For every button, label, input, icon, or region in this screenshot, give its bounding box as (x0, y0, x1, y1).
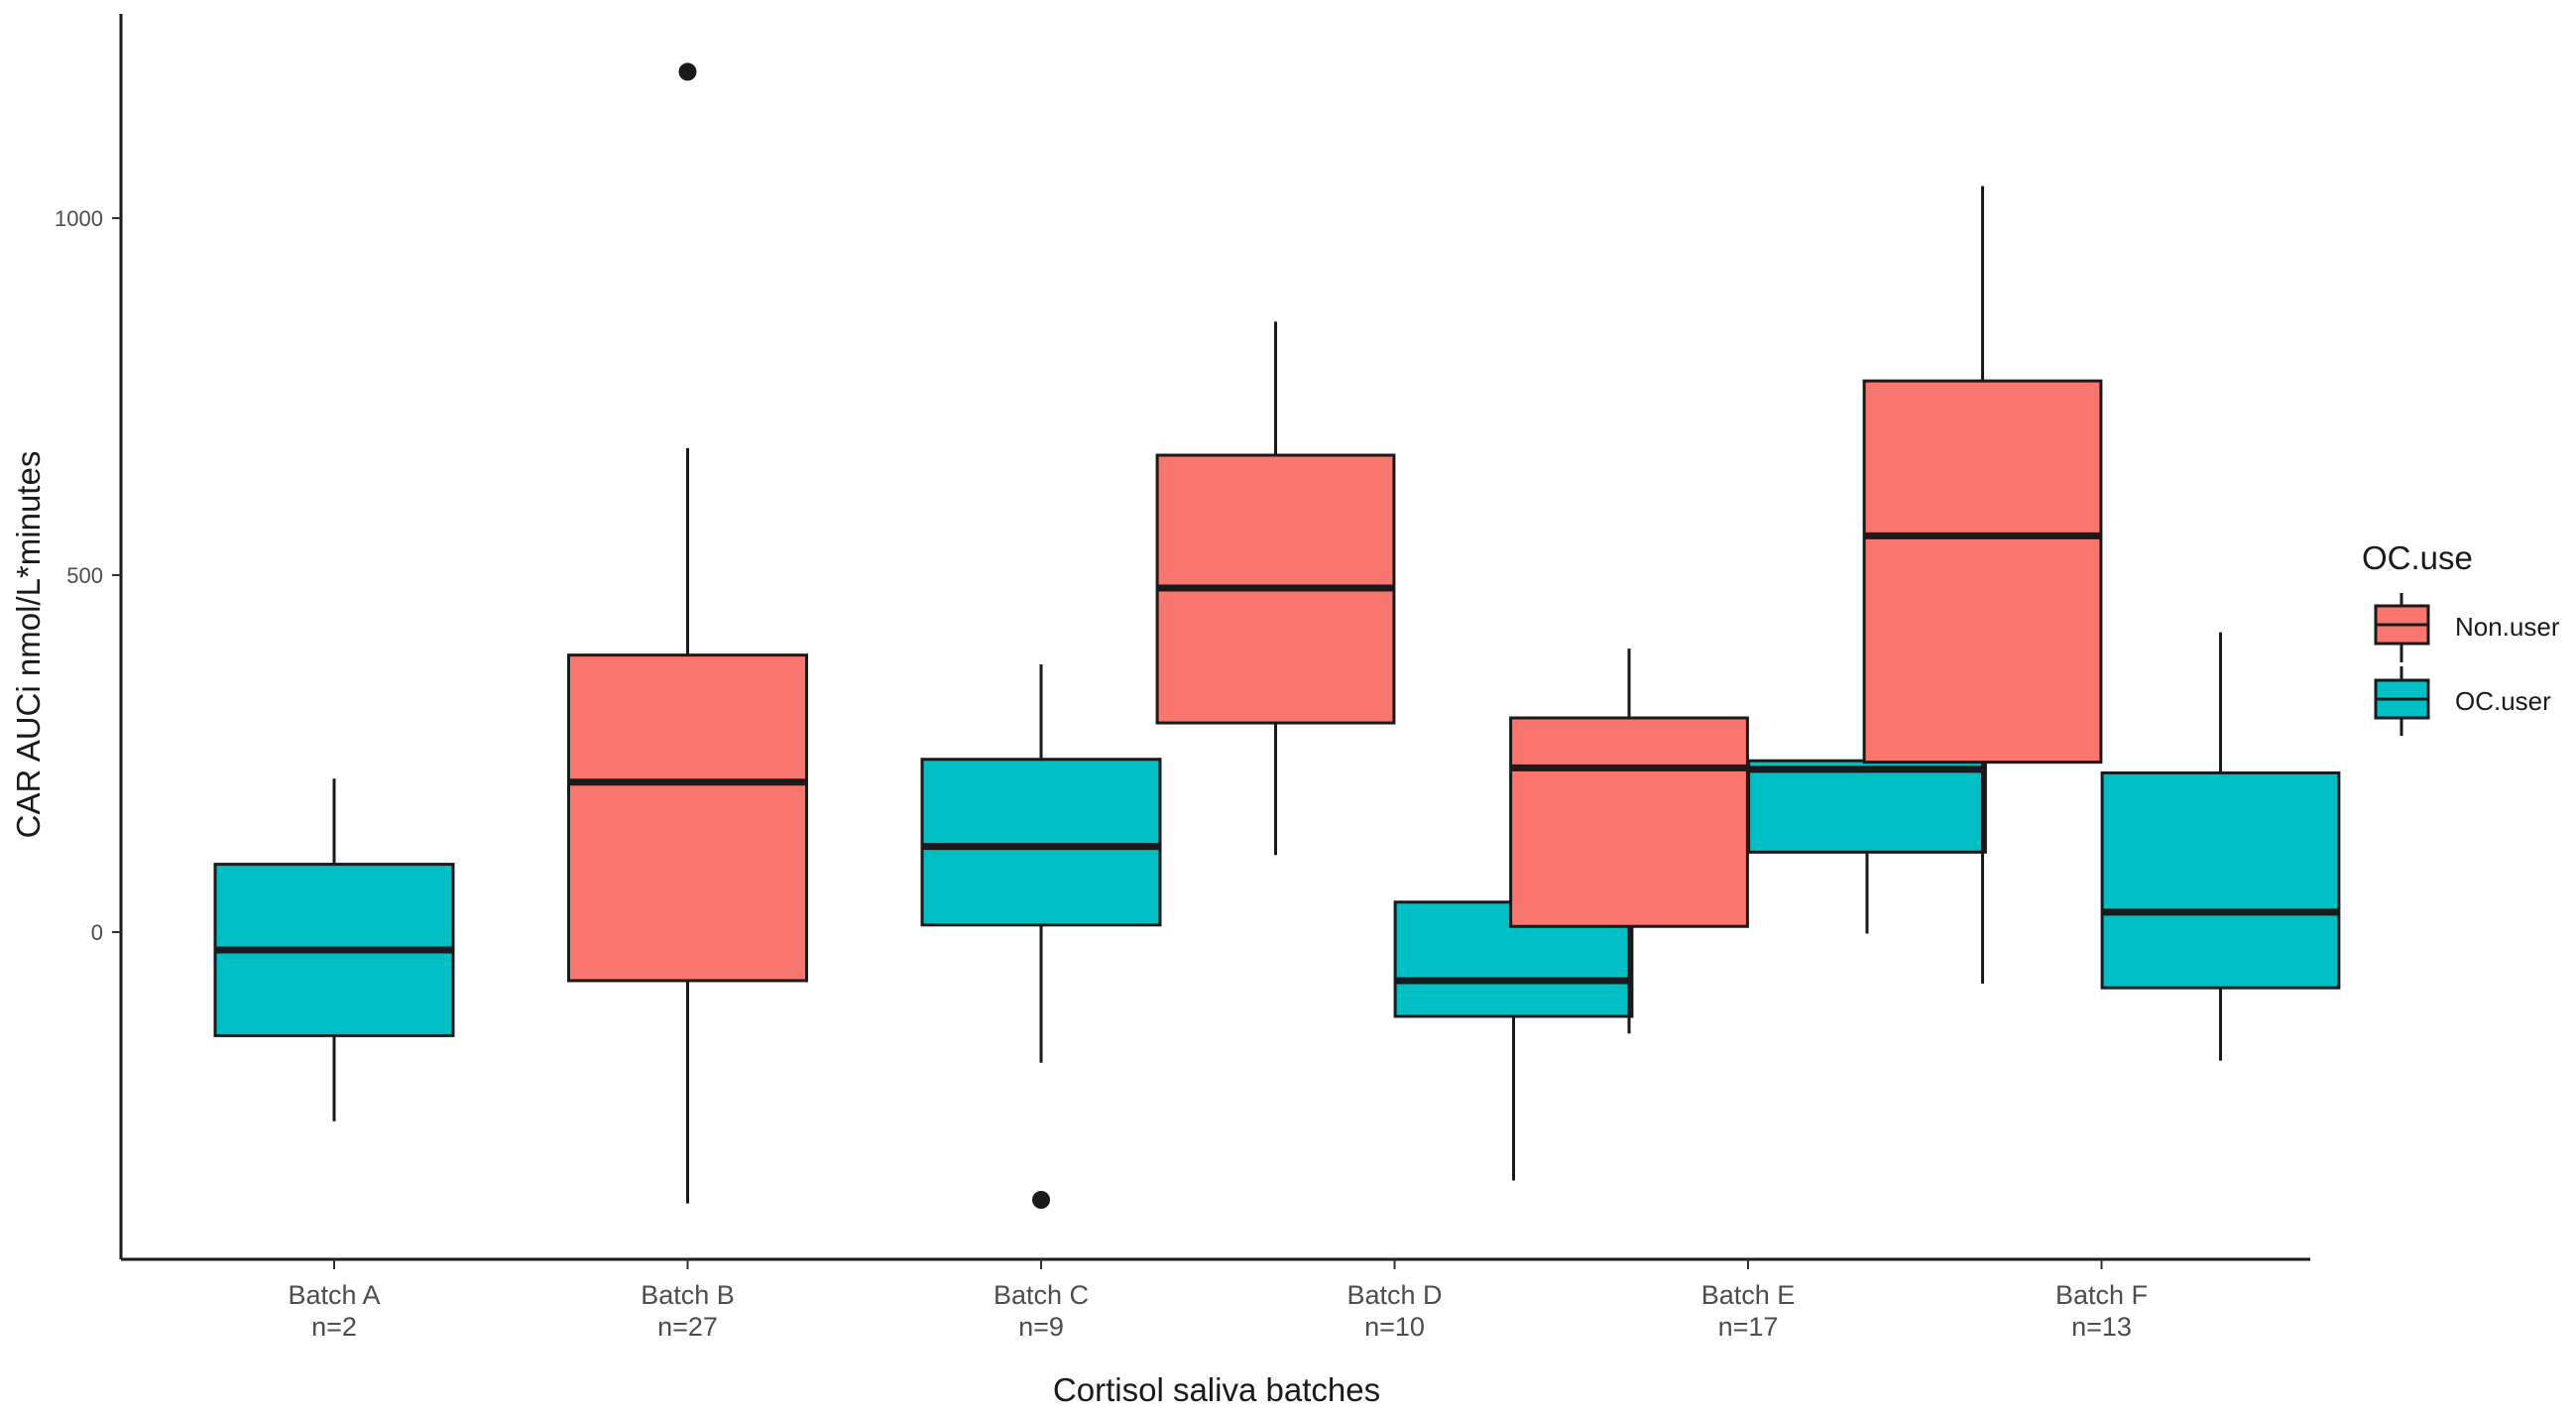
box-non-user (1155, 321, 1396, 856)
plot-area: 0 500 1000 Batch An=2 Batch Bn=27 Batch Cn=9 B… (55, 14, 2341, 1342)
box-body (1747, 759, 1987, 854)
legend-key-oc-user (2374, 666, 2430, 736)
y-tick-label: 500 (66, 563, 103, 588)
x-tick-sample-size: n=10 (1364, 1312, 1425, 1342)
box-body (1862, 379, 2103, 765)
x-tick-label: Batch D (1347, 1280, 1442, 1310)
box-non-user (1862, 185, 2103, 984)
x-tick-label: Batch E (1701, 1280, 1796, 1310)
legend-title: OC.use (2362, 539, 2473, 576)
legend-key-non-user (2374, 593, 2430, 662)
x-tick-sample-size: n=17 (1718, 1312, 1779, 1342)
box-non-user (567, 62, 808, 1204)
box-oc-user (920, 664, 1162, 1209)
box-body (1509, 716, 1749, 928)
x-tick-sample-size: n=9 (1018, 1312, 1064, 1342)
x-tick-sample-size: n=27 (657, 1312, 718, 1342)
x-tick-label: Batch F (2055, 1280, 2148, 1310)
legend-label-oc-user: OC.user (2455, 686, 2551, 716)
x-tick-label: Batch C (994, 1280, 1089, 1310)
x-axis-title: Cortisol saliva batches (1053, 1371, 1380, 1408)
y-tick-label: 1000 (55, 206, 103, 231)
box-oc-user (2100, 632, 2341, 1061)
x-tick-sample-size: n=13 (2071, 1312, 2132, 1342)
box-body (567, 653, 808, 983)
box-oc-user (213, 778, 455, 1122)
box-body (920, 758, 1162, 927)
x-tick-label: Batch B (641, 1280, 735, 1310)
y-axis-title: CAR AUCi nmol/L*minutes (10, 451, 47, 839)
box-non-user (1509, 649, 1749, 1034)
x-tick-sample-size: n=2 (311, 1312, 357, 1342)
box-body (2100, 770, 2341, 990)
legend-label-non-user: Non.user (2455, 612, 2560, 642)
y-tick-label: 0 (91, 920, 103, 945)
outlier-point (1032, 1191, 1050, 1209)
x-tick-label: Batch A (288, 1280, 380, 1310)
legend: OC.use Non.user OC.user (2362, 539, 2560, 736)
outlier-point (678, 62, 697, 81)
